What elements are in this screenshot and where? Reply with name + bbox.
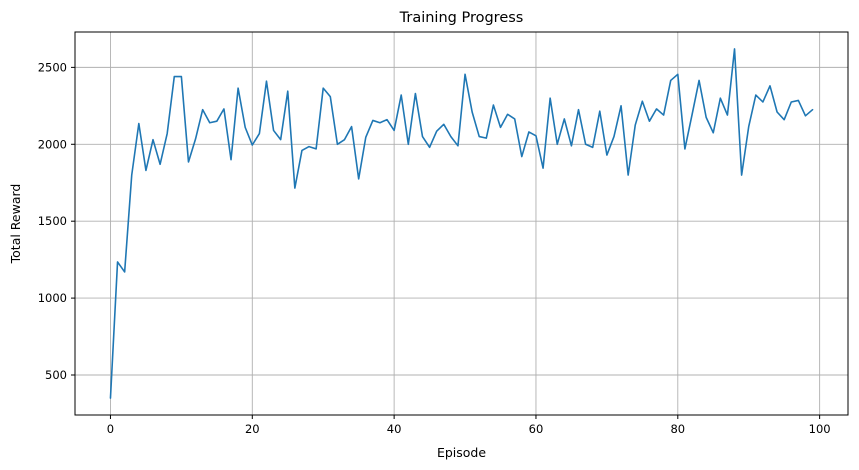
x-tick-label: 40 xyxy=(387,422,402,436)
plot-frame xyxy=(74,31,849,416)
x-tick-label: 20 xyxy=(245,422,260,436)
x-tick-label: 100 xyxy=(809,422,831,436)
y-tick-label: 1500 xyxy=(38,214,67,228)
x-tick-label: 60 xyxy=(529,422,544,436)
y-tick-label: 2000 xyxy=(38,137,67,151)
x-axis-label: Episode xyxy=(437,445,486,460)
y-tick-label: 1000 xyxy=(38,291,67,305)
y-axis: 500 1000 1500 2000 2500 xyxy=(38,60,75,382)
chart-title: Training Progress xyxy=(399,10,524,26)
y-tick-label: 2500 xyxy=(38,60,67,74)
grid xyxy=(75,32,848,415)
x-tick-label: 0 xyxy=(107,422,114,436)
x-axis: 0 20 40 60 80 100 xyxy=(107,415,831,436)
y-tick-label: 500 xyxy=(45,368,67,382)
x-tick-label: 80 xyxy=(670,422,685,436)
series-line-total-reward xyxy=(109,48,814,399)
y-axis-label: Total Reward xyxy=(8,184,23,265)
series xyxy=(109,48,814,399)
